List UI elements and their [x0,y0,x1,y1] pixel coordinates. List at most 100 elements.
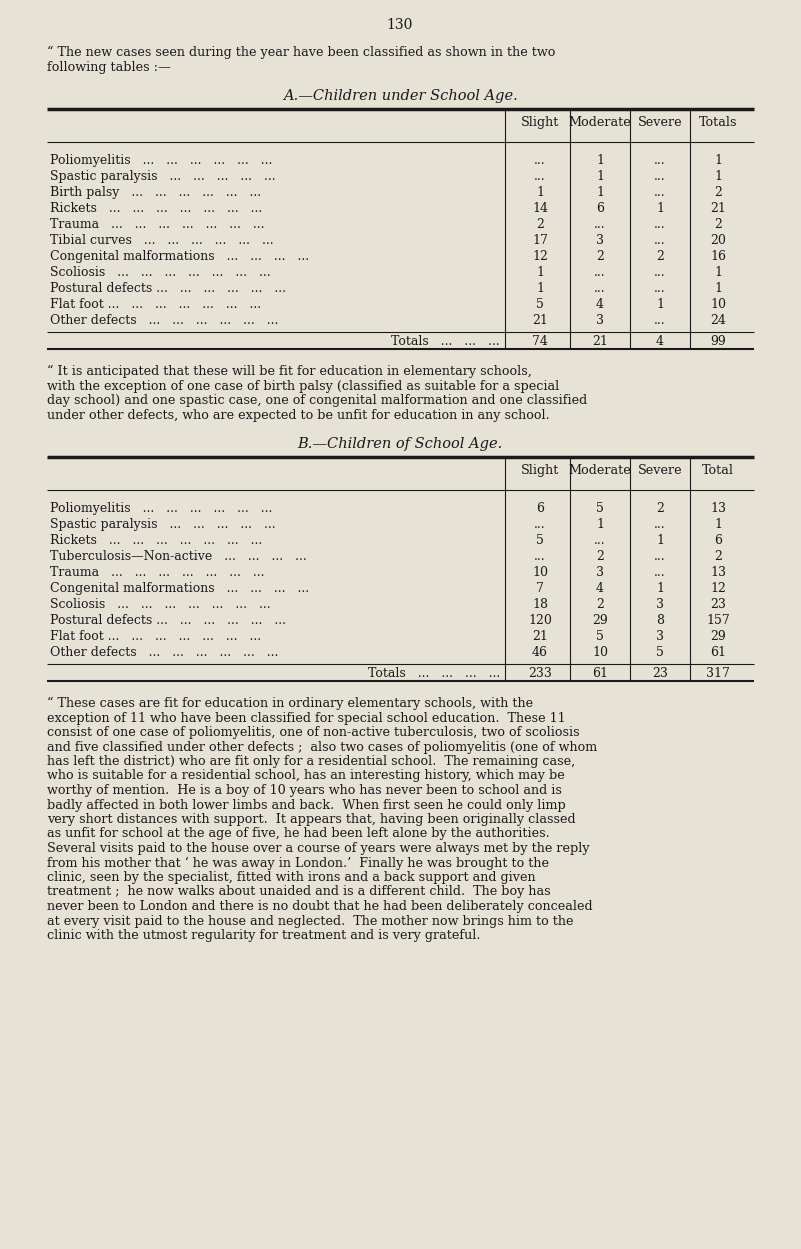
Text: worthy of mention.  He is a boy of 10 years who has never been to school and is: worthy of mention. He is a boy of 10 yea… [47,784,562,797]
Text: ...: ... [654,170,666,184]
Text: 1: 1 [714,266,722,279]
Text: day school) and one spastic case, one of congenital malformation and one classif: day school) and one spastic case, one of… [47,393,587,407]
Text: Moderate: Moderate [569,463,631,477]
Text: Totals   ...   ...   ...: Totals ... ... ... [392,335,500,348]
Text: treatment ;  he now walks about unaided and is a different child.  The boy has: treatment ; he now walks about unaided a… [47,886,550,898]
Text: 61: 61 [710,646,726,659]
Text: 120: 120 [528,615,552,627]
Text: ...: ... [654,313,666,327]
Text: 2: 2 [596,250,604,264]
Text: 2: 2 [714,186,722,199]
Text: 2: 2 [656,502,664,515]
Text: Several visits paid to the house over a course of years were always met by the r: Several visits paid to the house over a … [47,842,590,856]
Text: ...: ... [654,219,666,231]
Text: Spastic paralysis   ...   ...   ...   ...   ...: Spastic paralysis ... ... ... ... ... [50,170,276,184]
Text: 233: 233 [528,667,552,679]
Text: ...: ... [654,566,666,580]
Text: 74: 74 [532,335,548,348]
Text: 1: 1 [536,186,544,199]
Text: ...: ... [534,518,545,531]
Text: 10: 10 [532,566,548,580]
Text: 13: 13 [710,502,726,515]
Text: 2: 2 [596,598,604,611]
Text: 4: 4 [596,582,604,595]
Text: 1: 1 [656,202,664,215]
Text: 3: 3 [656,598,664,611]
Text: from his mother that ‘ he was away in London.’  Finally he was brought to the: from his mother that ‘ he was away in Lo… [47,857,549,869]
Text: 46: 46 [532,646,548,659]
Text: ...: ... [534,170,545,184]
Text: 2: 2 [714,219,722,231]
Text: ...: ... [654,282,666,295]
Text: Tibial curves   ...   ...   ...   ...   ...   ...: Tibial curves ... ... ... ... ... ... [50,234,274,247]
Text: exception of 11 who have been classified for special school education.  These 11: exception of 11 who have been classified… [47,712,566,724]
Text: clinic, seen by the specialist, fitted with irons and a back support and given: clinic, seen by the specialist, fitted w… [47,871,536,884]
Text: 5: 5 [656,646,664,659]
Text: Poliomyelitis   ...   ...   ...   ...   ...   ...: Poliomyelitis ... ... ... ... ... ... [50,154,272,167]
Text: 2: 2 [714,550,722,563]
Text: Trauma   ...   ...   ...   ...   ...   ...   ...: Trauma ... ... ... ... ... ... ... [50,566,264,580]
Text: “ These cases are fit for education in ordinary elementary schools, with the: “ These cases are fit for education in o… [47,697,533,711]
Text: 6: 6 [536,502,544,515]
Text: Slight: Slight [521,463,559,477]
Text: Postural defects ...   ...   ...   ...   ...   ...: Postural defects ... ... ... ... ... ... [50,615,286,627]
Text: 14: 14 [532,202,548,215]
Text: 1: 1 [656,535,664,547]
Text: has left the district) who are fit only for a residential school.  The remaining: has left the district) who are fit only … [47,754,575,768]
Text: 18: 18 [532,598,548,611]
Text: 12: 12 [532,250,548,264]
Text: ...: ... [594,282,606,295]
Text: 5: 5 [596,629,604,643]
Text: 29: 29 [592,615,608,627]
Text: Tuberculosis—Non-active   ...   ...   ...   ...: Tuberculosis—Non-active ... ... ... ... [50,550,307,563]
Text: as unfit for school at the age of five, he had been left alone by the authoritie: as unfit for school at the age of five, … [47,828,549,841]
Text: under other defects, who are expected to be unfit for education in any school.: under other defects, who are expected to… [47,408,549,421]
Text: badly affected in both lower limbs and back.  When first seen he could only limp: badly affected in both lower limbs and b… [47,798,566,812]
Text: Flat foot ...   ...   ...   ...   ...   ...   ...: Flat foot ... ... ... ... ... ... ... [50,629,261,643]
Text: 1: 1 [714,154,722,167]
Text: ...: ... [654,518,666,531]
Text: following tables :—: following tables :— [47,60,171,74]
Text: 1: 1 [536,282,544,295]
Text: 1: 1 [596,518,604,531]
Text: “ The new cases seen during the year have been classified as shown in the two: “ The new cases seen during the year hav… [47,46,555,59]
Text: clinic with the utmost regularity for treatment and is very grateful.: clinic with the utmost regularity for tr… [47,929,481,942]
Text: Congenital malformations   ...   ...   ...   ...: Congenital malformations ... ... ... ... [50,582,309,595]
Text: 1: 1 [656,299,664,311]
Text: Flat foot ...   ...   ...   ...   ...   ...   ...: Flat foot ... ... ... ... ... ... ... [50,299,261,311]
Text: 61: 61 [592,667,608,679]
Text: never been to London and there is no doubt that he had been deliberately conceal: never been to London and there is no dou… [47,901,593,913]
Text: 6: 6 [714,535,722,547]
Text: 2: 2 [656,250,664,264]
Text: 8: 8 [656,615,664,627]
Text: Scoliosis   ...   ...   ...   ...   ...   ...   ...: Scoliosis ... ... ... ... ... ... ... [50,266,271,279]
Text: 130: 130 [387,17,413,32]
Text: 1: 1 [596,154,604,167]
Text: Severe: Severe [638,116,682,129]
Text: 3: 3 [596,234,604,247]
Text: 1: 1 [714,170,722,184]
Text: 29: 29 [710,629,726,643]
Text: 23: 23 [652,667,668,679]
Text: 6: 6 [596,202,604,215]
Text: 1: 1 [656,582,664,595]
Text: 21: 21 [532,313,548,327]
Text: ...: ... [654,186,666,199]
Text: ...: ... [654,154,666,167]
Text: Other defects   ...   ...   ...   ...   ...   ...: Other defects ... ... ... ... ... ... [50,313,279,327]
Text: 4: 4 [656,335,664,348]
Text: Spastic paralysis   ...   ...   ...   ...   ...: Spastic paralysis ... ... ... ... ... [50,518,276,531]
Text: ...: ... [654,266,666,279]
Text: 7: 7 [536,582,544,595]
Text: Severe: Severe [638,463,682,477]
Text: and five classified under other defects ;  also two cases of poliomyelitis (one : and five classified under other defects … [47,741,598,753]
Text: 2: 2 [536,219,544,231]
Text: 1: 1 [536,266,544,279]
Text: ...: ... [594,266,606,279]
Text: ...: ... [534,550,545,563]
Text: who is suitable for a residential school, has an interesting history, which may : who is suitable for a residential school… [47,769,565,783]
Text: 1: 1 [596,186,604,199]
Text: 24: 24 [710,313,726,327]
Text: 2: 2 [596,550,604,563]
Text: Trauma   ...   ...   ...   ...   ...   ...   ...: Trauma ... ... ... ... ... ... ... [50,219,264,231]
